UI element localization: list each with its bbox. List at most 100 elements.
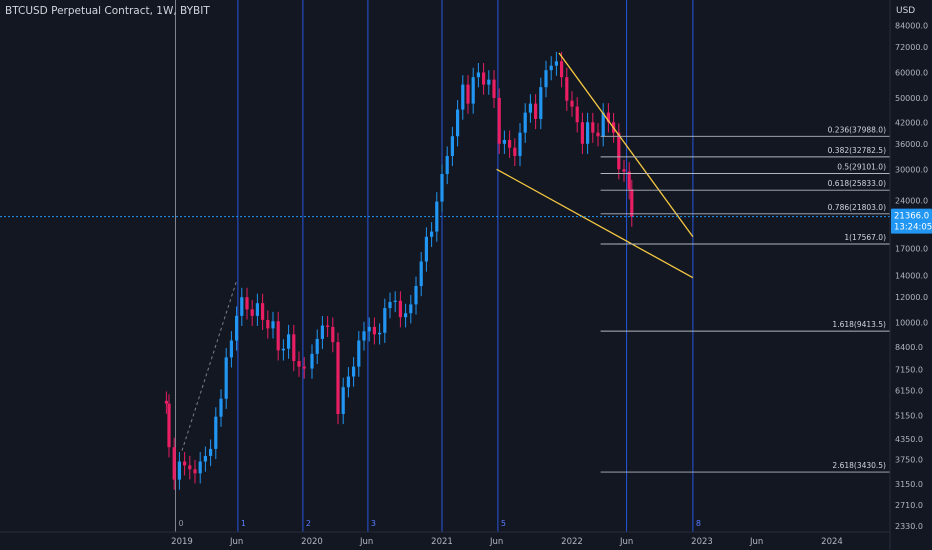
candle-body [287, 334, 291, 349]
candle-body [331, 326, 335, 343]
cycle-line-label: 8 [696, 519, 701, 528]
price-tick-label: 7150.0 [895, 366, 923, 375]
candle-body [630, 189, 634, 217]
cycle-grid: 0 1 2 3 5 8 [175, 0, 701, 532]
candle-body [565, 77, 569, 101]
candle-body [534, 103, 538, 119]
candle-body [424, 236, 428, 262]
price-tick-label: 17000.0 [895, 245, 928, 254]
time-tick-label: 2023 [691, 537, 713, 547]
candle-body [203, 455, 207, 462]
candle-body [167, 403, 171, 448]
price-tick-label: 2330.0 [895, 522, 923, 531]
cycle-line-label: 2 [306, 519, 311, 528]
candle-body [240, 297, 244, 316]
price-tick-label: 50000.0 [895, 94, 928, 103]
candle-body [554, 61, 558, 66]
candle-body [235, 315, 239, 341]
candle-body [409, 304, 413, 314]
fib-levels: 0.236(37988.0) 0.382(32782.5) 0.5(29101.0)… [600, 125, 890, 473]
candle-body [245, 297, 249, 310]
price-axis[interactable]: 84000.0 72000.0 60000.0 50000.0 42000.0 36000… [889, 0, 932, 550]
fib-level-label: 0.618(25833.0) [828, 179, 886, 188]
candle-body [461, 84, 465, 110]
candle-body [261, 303, 265, 320]
time-tick-label: 2022 [561, 537, 583, 547]
candle-body [198, 461, 202, 474]
candle-body [518, 132, 522, 156]
candle-body [393, 300, 397, 302]
candle-body [388, 301, 392, 309]
candle-body [362, 331, 366, 341]
candle-body [336, 342, 340, 414]
candle-body [570, 100, 574, 107]
candle-body [224, 357, 228, 399]
candle-body [445, 155, 449, 174]
candle-body [591, 122, 595, 133]
candle-body [513, 147, 517, 156]
candle-body [523, 112, 527, 133]
trendline [496, 168, 694, 279]
time-tick-label: Jun [489, 537, 503, 547]
candle-body [164, 400, 168, 404]
time-tick-label: 2021 [431, 537, 453, 547]
candle-body [476, 72, 480, 78]
candle-body [281, 348, 285, 351]
price-tick-label: 8400.0 [895, 343, 923, 352]
time-tick-label: 2019 [171, 537, 193, 547]
chart-title: BTCUSD Perpetual Contract, 1W, BYBIT [5, 5, 210, 17]
price-tick-label: 4350.0 [895, 435, 923, 444]
candle-body [596, 132, 600, 137]
candle-body [302, 366, 306, 369]
last-price-value: 21366.0 [894, 212, 929, 222]
time-tick-label: 2024 [821, 537, 843, 547]
candle-body [617, 132, 621, 170]
price-tick-label: 10000.0 [895, 319, 928, 328]
price-tick-label: 5150.0 [895, 411, 923, 420]
candle-body [255, 303, 259, 316]
candle-body [497, 97, 501, 144]
price-tick-label: 60000.0 [895, 68, 928, 77]
candle-body [271, 321, 275, 329]
candle-body [276, 321, 280, 351]
time-tick-label: 2020 [301, 537, 323, 547]
candle-body [456, 109, 460, 137]
candle-body [229, 340, 233, 358]
last-price-countdown: 13:24:05 [894, 223, 932, 233]
candle-body [487, 79, 491, 85]
candle-body [266, 319, 270, 329]
candle-body [188, 465, 192, 470]
candle-body [471, 77, 475, 104]
candle-body [404, 313, 408, 318]
candle-body [414, 286, 418, 305]
fib-level-label: 2.618(3430.5) [832, 461, 886, 470]
price-tick-label: 24000.0 [895, 196, 928, 205]
candle-body [492, 79, 496, 98]
candle-body [383, 308, 387, 333]
fib-level-label: 1.618(9413.5) [832, 320, 886, 329]
candle-body [219, 398, 223, 417]
fib-level-label: 0.786(21803.0) [828, 203, 886, 212]
time-tick-label: Jun [359, 537, 373, 547]
candle-body [352, 366, 356, 377]
candle-body [544, 70, 548, 88]
candle-body [297, 361, 301, 367]
candle-body [528, 103, 532, 113]
price-tick-label: 2710.0 [895, 501, 923, 510]
candle-body [346, 376, 350, 388]
price-tick-label: 42000.0 [895, 118, 928, 127]
candle-body [398, 300, 402, 318]
cycle-line-label: 3 [371, 519, 376, 528]
candle-body [372, 326, 376, 335]
candle-body [214, 416, 218, 449]
price-tick-label: 3150.0 [895, 480, 923, 489]
time-tick-label: Jun [229, 537, 243, 547]
cycle-line-label: 5 [501, 519, 506, 528]
time-axis[interactable]: 2019 Jun 2020 Jun 2021 Jun 2022 Jun 2023 Jun 2024 [0, 531, 890, 547]
cycle-line-label: 1 [241, 519, 246, 528]
projection-dashed-line [181, 280, 238, 451]
price-tick-label: 6150.0 [895, 387, 923, 396]
time-tick-label: Jun [619, 537, 633, 547]
price-tick-label: 12000.0 [895, 293, 928, 302]
